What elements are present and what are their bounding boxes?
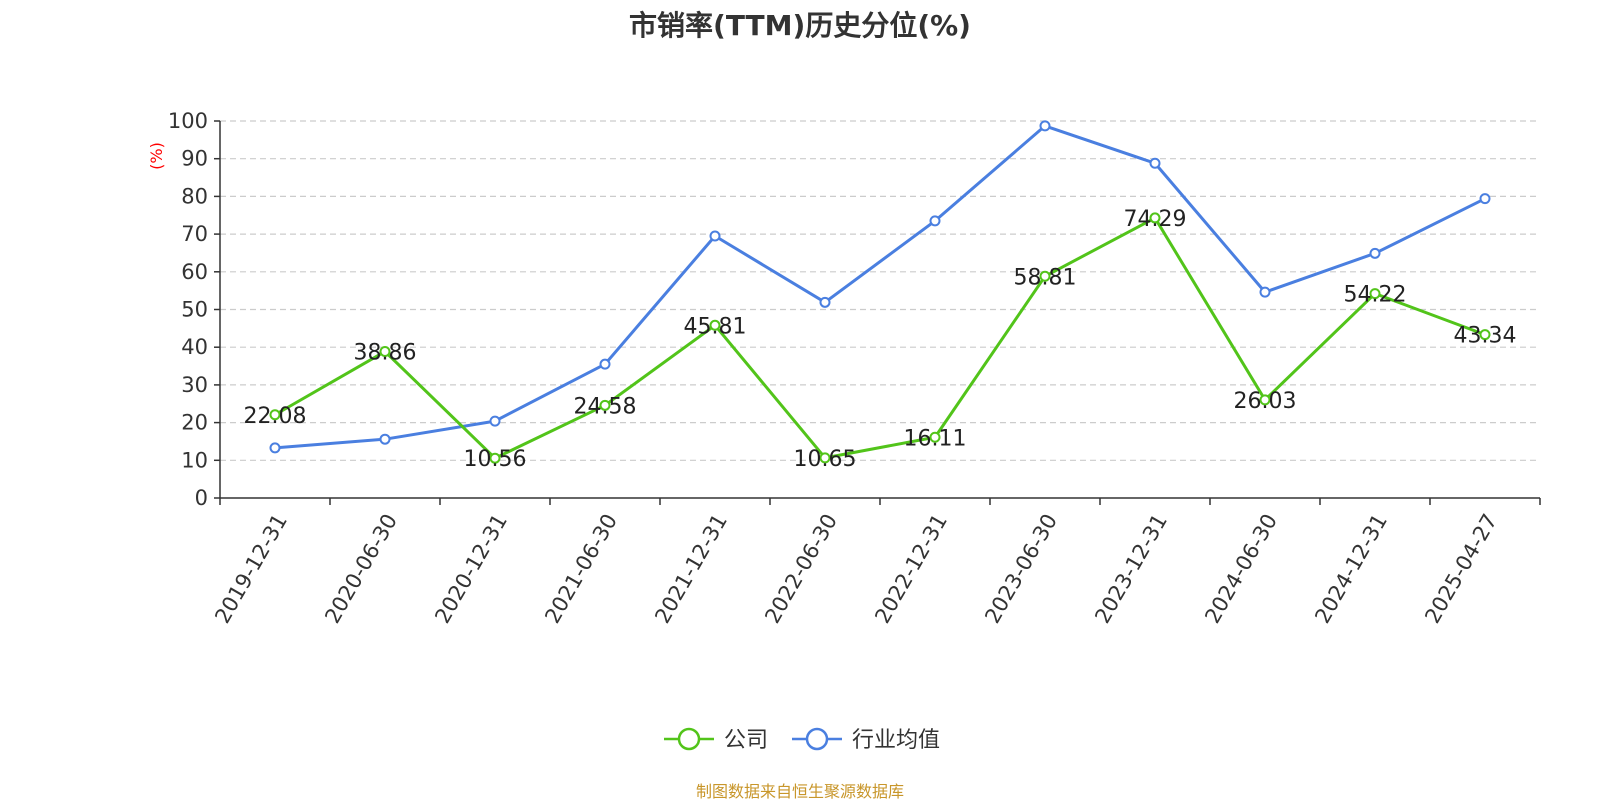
data-point-company [1259, 394, 1271, 406]
data-point-industry-average [1369, 247, 1381, 259]
data-point-company [1039, 270, 1051, 282]
data-source-note: 制图数据来自恒生聚源数据库 [695, 782, 904, 801]
x-tick-label: 2020-12-31 [430, 510, 512, 628]
data-label: 10.56 [464, 447, 527, 472]
series-line-company [274, 216, 1486, 460]
x-axis-ticks: 2019-12-31 2020-06-30 2020-12-31 2021-06-30… [210, 498, 1541, 628]
y-tick-label: 0 [195, 486, 208, 510]
data-point-industry-average [1039, 120, 1051, 132]
data-label: 38.86 [354, 340, 417, 365]
y-tick-label: 40 [181, 335, 208, 359]
data-label: 54.22 [1344, 283, 1407, 308]
legend-item-company[interactable]: 公司 [664, 727, 768, 753]
x-tick-label: 2022-12-31 [870, 510, 952, 628]
data-point-company [379, 345, 391, 357]
y-tick-label: 50 [181, 298, 208, 322]
data-point-company [1369, 288, 1381, 300]
data-point-industry-average [599, 358, 611, 370]
data-point-company [1149, 212, 1161, 224]
y-tick-label: 90 [181, 147, 208, 171]
data-label: 24.58 [574, 394, 637, 419]
data-point-industry-average [1149, 157, 1161, 169]
data-point-industry-average [269, 442, 281, 454]
legend-marker-icon [677, 727, 701, 751]
legend-label: 行业均值 [852, 728, 940, 753]
data-labels: 22.08 38.86 10.56 24.58 45.81 10.65 16.11 58.81… [244, 207, 1517, 472]
data-point-industry-average [819, 296, 831, 308]
series-line-industry-average [274, 124, 1486, 450]
data-point-industry-average [1479, 193, 1491, 205]
data-label: 22.08 [244, 404, 307, 429]
series-lines [269, 120, 1491, 464]
grid-lines [220, 120, 1540, 461]
legend-item-industry-average[interactable]: 行业均值 [792, 727, 940, 753]
y-tick-label: 70 [181, 222, 208, 246]
x-tick-label: 2020-06-30 [320, 510, 402, 628]
x-tick-label: 2024-12-31 [1310, 510, 1392, 628]
y-tick-label: 60 [181, 260, 208, 284]
y-axis-label: (%) [147, 142, 166, 170]
y-tick-label: 20 [181, 411, 208, 435]
legend-marker-icon [805, 727, 829, 751]
data-point-industry-average [489, 415, 501, 427]
data-point-company [929, 431, 941, 443]
x-tick-label: 2024-06-30 [1200, 510, 1282, 628]
legend: 公司 行业均值 [664, 727, 940, 753]
y-tick-label: 30 [181, 373, 208, 397]
y-axis-ticks: 0 10 20 30 40 50 60 70 80 90 100 [168, 109, 220, 510]
y-tick-label: 80 [181, 184, 208, 208]
legend-label: 公司 [724, 728, 768, 753]
y-tick-label: 10 [181, 448, 208, 472]
data-point-industry-average [379, 433, 391, 445]
data-point-industry-average [709, 230, 721, 242]
data-label: 74.29 [1124, 207, 1187, 232]
chart-title: 市销率(TTM)历史分位(%) [629, 9, 971, 42]
data-label: 16.11 [904, 426, 967, 451]
x-tick-label: 2021-06-30 [540, 510, 622, 628]
x-tick-label: 2019-12-31 [210, 510, 292, 628]
data-point-company [1479, 329, 1491, 341]
data-point-industry-average [929, 215, 941, 227]
data-point-company [599, 399, 611, 411]
data-label: 26.03 [1234, 389, 1297, 414]
x-tick-label: 2025-04-27 [1420, 510, 1502, 628]
data-label: 58.81 [1014, 265, 1077, 290]
x-tick-label: 2023-12-31 [1090, 510, 1172, 628]
data-point-company [269, 409, 281, 421]
x-tick-label: 2023-06-30 [980, 510, 1062, 628]
y-tick-label: 100 [168, 109, 208, 133]
data-point-company [819, 452, 831, 464]
data-label: 43.34 [1454, 324, 1517, 349]
data-label: 45.81 [684, 314, 747, 339]
x-tick-label: 2022-06-30 [760, 510, 842, 628]
x-tick-label: 2021-12-31 [650, 510, 732, 628]
data-label: 10.65 [794, 447, 857, 472]
data-point-industry-average [1259, 286, 1271, 298]
data-point-company [709, 319, 721, 331]
data-point-company [489, 452, 501, 464]
